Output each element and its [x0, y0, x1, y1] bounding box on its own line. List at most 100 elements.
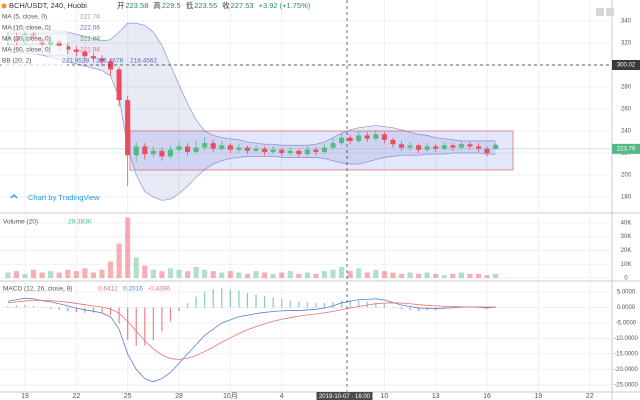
- candle-body: [142, 146, 148, 155]
- icon-button[interactable]: [596, 8, 604, 16]
- macd-histogram-bar: [195, 296, 197, 308]
- symbol-icon: [1, 3, 7, 9]
- volume-bar: [244, 273, 251, 278]
- candle-body: [493, 144, 499, 150]
- candle-body: [356, 135, 362, 141]
- macd-histogram-bar: [92, 307, 95, 313]
- volume-bar: [424, 272, 430, 278]
- volume-bar: [330, 269, 336, 278]
- candle-body: [56, 40, 62, 47]
- volume-bar: [5, 272, 11, 278]
- macd-histogram-bar: [186, 303, 189, 308]
- candle-body: [424, 146, 430, 150]
- volume-bar: [390, 272, 396, 278]
- y-tick-label: 0: [624, 276, 628, 282]
- x-tick-label: 19: [21, 393, 29, 400]
- macd-histogram-bar: [332, 301, 334, 308]
- candle-body: [287, 150, 293, 154]
- volume-bar: [116, 243, 122, 278]
- macd-histogram-bar: [58, 307, 60, 310]
- volume-bar: [407, 272, 413, 278]
- volume-bar: [227, 271, 233, 278]
- last-price-box: [612, 143, 640, 154]
- x-tick-label: 25: [124, 393, 132, 400]
- volume-bar: [193, 266, 199, 278]
- y-tick-label: 40K: [621, 220, 632, 226]
- volume-bar: [373, 269, 379, 278]
- candle-body: [296, 150, 302, 155]
- volume-bar: [416, 273, 422, 278]
- candle-body: [185, 146, 191, 152]
- volume-bar: [364, 272, 370, 278]
- legend-box: [1, 34, 67, 44]
- y-tick-label: 10K: [621, 262, 632, 268]
- candle-body: [253, 148, 259, 151]
- x-tick-label: 28: [175, 393, 183, 400]
- volume-bar: [13, 271, 19, 278]
- y-tick-label: -5.0000: [616, 321, 637, 327]
- volume-bar: [279, 272, 285, 278]
- candle-body: [107, 61, 114, 70]
- watermark[interactable]: Chart by TradingView: [28, 193, 100, 202]
- y-tick-label: 320: [621, 41, 632, 47]
- macd-histogram-bar: [144, 307, 146, 346]
- candle-body: [227, 145, 233, 150]
- volume-bar: [339, 266, 345, 278]
- chart-title: BCH/USDT, 240, Huobi: [9, 1, 87, 10]
- crosshair-time-label: 2019-10-07 · 16:00: [319, 394, 371, 400]
- candle-body: [373, 134, 379, 139]
- quote-value: 227.53: [231, 1, 254, 10]
- candle-body: [99, 58, 105, 62]
- macd-histogram-bar: [212, 289, 214, 308]
- candle-body: [167, 149, 174, 157]
- grid-layer: [0, 0, 612, 392]
- candle-body: [210, 143, 216, 149]
- x-tick-label: 22: [72, 393, 80, 400]
- volume-bar: [262, 272, 268, 278]
- macd-line: [7, 297, 496, 383]
- volume-bar: [475, 273, 482, 278]
- macd-histogram-bar: [315, 302, 317, 308]
- indicator-value: 221.94: [80, 47, 100, 54]
- icon-button[interactable]: [606, 8, 614, 16]
- candle-body: [65, 46, 71, 50]
- y-tick-label: 180: [621, 195, 632, 201]
- toolbar-icons: [596, 8, 614, 16]
- volume-bar: [176, 269, 182, 278]
- candle-body: [330, 143, 336, 148]
- macd-histogram-bar: [238, 290, 240, 308]
- candle-body: [279, 149, 285, 154]
- y-tick-label: 260: [621, 107, 632, 113]
- x-tick-label: 16: [483, 393, 491, 400]
- volume-bar: [253, 271, 259, 278]
- indicator-value: 222.06: [80, 25, 100, 32]
- y-tick-label: -15.0000: [614, 351, 638, 357]
- candle-body: [116, 69, 122, 101]
- candle-body: [458, 144, 464, 148]
- indicator-name: MA (5, close, 0): [2, 14, 47, 21]
- volume-bar: [493, 273, 499, 278]
- candle-body: [347, 137, 353, 141]
- indicator-value: 221.88: [80, 36, 100, 43]
- volume-bar: [185, 271, 191, 278]
- candle-body: [176, 146, 182, 150]
- volume-bar: [39, 272, 45, 278]
- volume-bar: [441, 275, 447, 278]
- volume-bar: [321, 271, 328, 278]
- candle-body: [364, 135, 370, 139]
- indicator-value: 225.4678: [96, 58, 123, 65]
- macd-histogram-bar: [32, 305, 35, 308]
- macd-histogram-bar: [400, 307, 403, 310]
- volume-bar: [56, 272, 62, 278]
- macd-histogram-bar: [409, 307, 411, 311]
- macd-histogram-bar: [221, 288, 223, 308]
- candle-body: [475, 146, 482, 149]
- volume-bar: [210, 271, 216, 278]
- candle-body: [407, 145, 413, 148]
- candle-body: [159, 150, 165, 157]
- volume-bar: [142, 265, 148, 278]
- volume-bar: [304, 272, 310, 278]
- macd-histogram-bar: [383, 304, 385, 308]
- macd-histogram-bar: [281, 299, 283, 308]
